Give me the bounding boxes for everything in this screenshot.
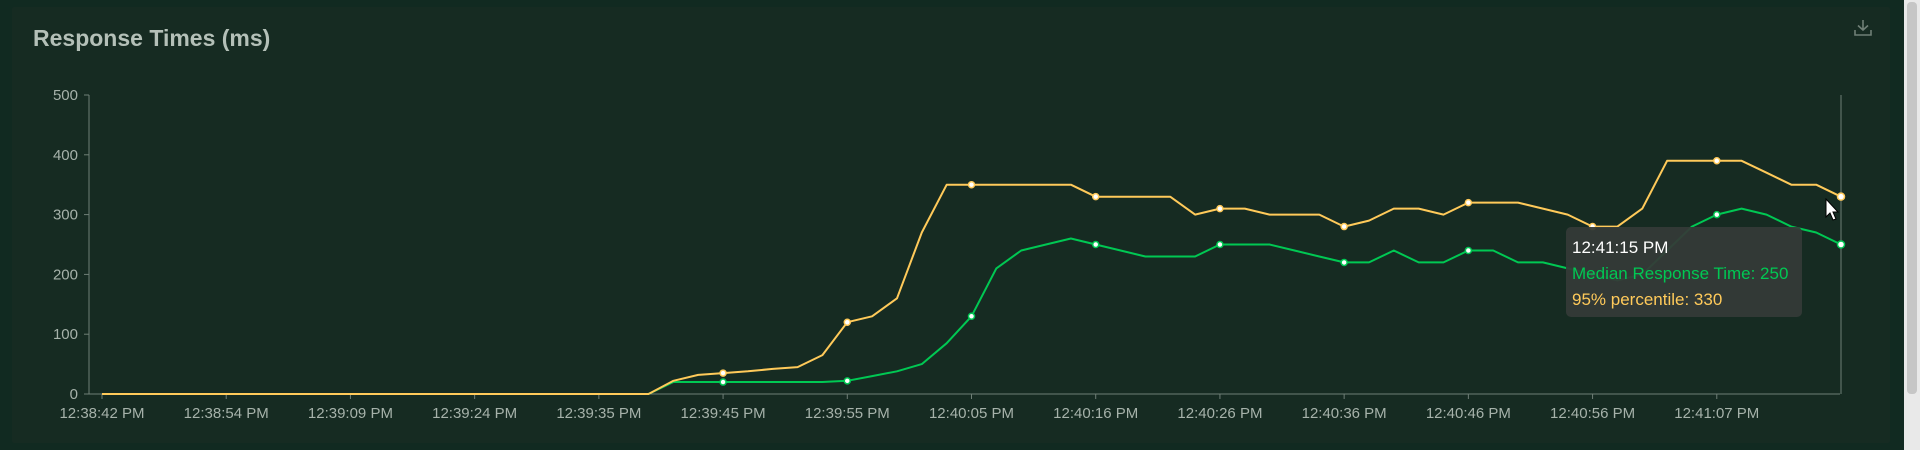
tooltip: 12:41:15 PM Median Response Time: 250 95… [1566,227,1802,317]
x-tick-label: 12:40:05 PM [929,405,1014,422]
y-tick-label: 100 [53,326,78,343]
x-tick-label: 12:39:09 PM [308,405,393,422]
x-tick-label: 12:41:07 PM [1674,405,1759,422]
data-point [719,378,727,386]
x-tick-label: 12:40:56 PM [1550,405,1635,422]
x-tick-label: 12:39:55 PM [805,405,890,422]
axes: 0 100 200 300 400 500 12:38:42 PM 12:38:54 PM 12… [53,87,1842,422]
data-point [1216,204,1224,213]
x-tick-label: 12:38:54 PM [184,405,269,422]
data-point [967,312,976,321]
data-point [1091,240,1100,249]
hover-point [1836,240,1846,249]
scrollbar[interactable] [1904,0,1920,450]
y-tick-label: 500 [53,87,78,104]
data-point [967,180,976,189]
chart-title: Response Times (ms) [33,25,271,51]
data-point [843,377,852,385]
hover-point [1836,192,1846,201]
download-icon[interactable] [1851,16,1875,40]
data-point [1713,210,1721,219]
x-tick-label: 12:39:45 PM [681,405,766,422]
data-point [1464,198,1473,207]
data-point [1340,258,1348,267]
x-tick-label: 12:39:35 PM [556,405,641,422]
data-point [1464,246,1473,255]
tooltip-median: Median Response Time: 250 [1572,264,1789,283]
data-point [719,369,727,377]
y-tick-label: 0 [70,386,78,403]
x-tick-label: 12:40:36 PM [1302,405,1387,422]
x-tick-label: 12:40:46 PM [1426,405,1511,422]
y-tick-label: 200 [53,266,78,283]
series-layer [102,157,1846,395]
mouse-cursor-icon [1825,198,1840,221]
y-tick-label: 400 [53,147,78,164]
x-tick-label: 12:39:24 PM [432,405,517,422]
tooltip-time: 12:41:15 PM [1572,238,1669,257]
data-point [1713,157,1721,165]
y-tick-label: 300 [53,207,78,224]
scrollbar-thumb[interactable] [1907,2,1917,394]
chart-panel: Response Times (ms) [12,7,1890,443]
x-tick-label: 12:38:42 PM [59,405,144,422]
x-tick-label: 12:40:26 PM [1177,405,1262,422]
tooltip-p95: 95% percentile: 330 [1572,290,1723,309]
data-point [1340,222,1348,231]
data-point [1091,192,1100,201]
data-point [1216,240,1224,249]
x-tick-label: 12:40:16 PM [1053,405,1138,422]
data-point [843,318,852,326]
